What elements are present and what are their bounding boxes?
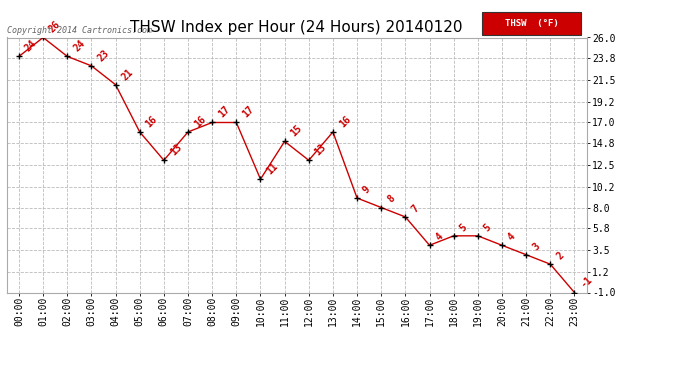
Text: 17: 17 [217, 104, 232, 120]
Title: THSW Index per Hour (24 Hours) 20140120: THSW Index per Hour (24 Hours) 20140120 [130, 20, 463, 35]
Text: 16: 16 [193, 114, 208, 129]
Text: 8: 8 [386, 194, 397, 205]
Text: 4: 4 [434, 231, 445, 243]
Text: Copyright 2014 Cartronics.com: Copyright 2014 Cartronics.com [7, 26, 152, 35]
Text: 24: 24 [23, 38, 39, 54]
Text: 13: 13 [313, 142, 328, 158]
FancyBboxPatch shape [482, 12, 581, 35]
Text: 7: 7 [410, 203, 421, 214]
Text: 16: 16 [337, 114, 353, 129]
Text: -1: -1 [579, 274, 594, 290]
Text: 5: 5 [458, 222, 469, 233]
Text: 21: 21 [120, 67, 135, 82]
Text: 23: 23 [96, 48, 111, 63]
Text: 11: 11 [265, 161, 280, 176]
Text: 13: 13 [168, 142, 184, 158]
Text: 3: 3 [531, 241, 542, 252]
Text: 26: 26 [48, 20, 63, 35]
Text: 15: 15 [289, 123, 304, 139]
Text: 24: 24 [72, 38, 87, 54]
Text: 17: 17 [241, 104, 256, 120]
Text: 4: 4 [506, 231, 518, 243]
Text: 9: 9 [362, 184, 373, 195]
Text: 2: 2 [555, 250, 566, 261]
Text: 16: 16 [144, 114, 159, 129]
Text: 5: 5 [482, 222, 493, 233]
Text: THSW  (°F): THSW (°F) [504, 19, 558, 28]
